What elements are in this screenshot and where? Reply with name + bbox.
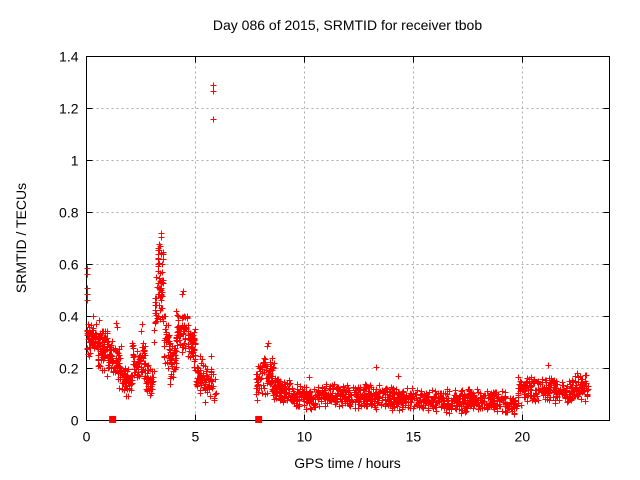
x-tick-label: 5 xyxy=(192,429,200,445)
y-tick-label: 1 xyxy=(71,153,79,169)
zero-cluster-marker xyxy=(255,415,263,423)
y-tick-label: 0.6 xyxy=(59,257,79,273)
y-tick-label: 1.4 xyxy=(59,49,79,65)
x-tick-label: 20 xyxy=(515,429,531,445)
x-tick-label: 10 xyxy=(297,429,313,445)
y-tick-label: 0.2 xyxy=(59,361,79,377)
zero-cluster-marker xyxy=(109,415,117,423)
y-tick-label: 1.2 xyxy=(59,101,79,117)
x-tick-label: 15 xyxy=(406,429,422,445)
scatter-points xyxy=(84,82,592,418)
x-axis-label: GPS time / hours xyxy=(294,455,401,471)
y-tick-label: 0 xyxy=(71,413,79,429)
chart-title: Day 086 of 2015, SRMTID for receiver tbo… xyxy=(212,17,483,33)
x-tick-label: 0 xyxy=(83,429,91,445)
plot-border xyxy=(86,56,610,421)
y-tick-label: 0.4 xyxy=(59,309,79,325)
y-tick-label: 0.8 xyxy=(59,205,79,221)
